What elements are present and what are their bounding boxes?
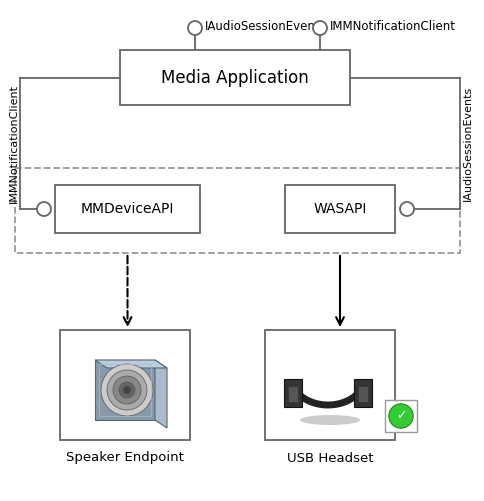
Circle shape <box>313 21 327 35</box>
Text: ✓: ✓ <box>396 409 406 422</box>
Polygon shape <box>155 360 167 428</box>
Text: USB Headset: USB Headset <box>287 451 373 464</box>
Text: IAudioSessionEvents: IAudioSessionEvents <box>205 20 327 33</box>
Circle shape <box>119 382 135 398</box>
Text: Media Application: Media Application <box>161 69 309 87</box>
Text: WASAPI: WASAPI <box>313 202 367 216</box>
Bar <box>95 360 155 420</box>
Text: IMMNotificationClient: IMMNotificationClient <box>9 84 19 203</box>
Text: Speaker Endpoint: Speaker Endpoint <box>66 451 184 464</box>
Circle shape <box>107 370 147 410</box>
Text: MMDeviceAPI: MMDeviceAPI <box>81 202 174 216</box>
Text: IAudioSessionEvents: IAudioSessionEvents <box>463 86 473 201</box>
Bar <box>358 386 368 402</box>
Circle shape <box>37 202 51 216</box>
Ellipse shape <box>300 415 360 425</box>
Bar <box>15 168 460 253</box>
Bar <box>99 364 151 416</box>
Circle shape <box>123 386 131 394</box>
Circle shape <box>101 364 153 416</box>
Circle shape <box>188 21 202 35</box>
Bar <box>354 379 372 407</box>
Circle shape <box>389 404 413 428</box>
Bar <box>60 330 190 440</box>
Bar <box>288 386 298 402</box>
Bar <box>285 185 395 233</box>
Text: IMMNotificationClient: IMMNotificationClient <box>330 20 456 33</box>
Circle shape <box>113 376 141 404</box>
Polygon shape <box>95 360 167 368</box>
Bar <box>120 50 350 105</box>
Circle shape <box>400 202 414 216</box>
Bar <box>265 330 395 440</box>
Bar <box>55 185 200 233</box>
Bar <box>385 400 417 432</box>
Bar <box>284 379 302 407</box>
